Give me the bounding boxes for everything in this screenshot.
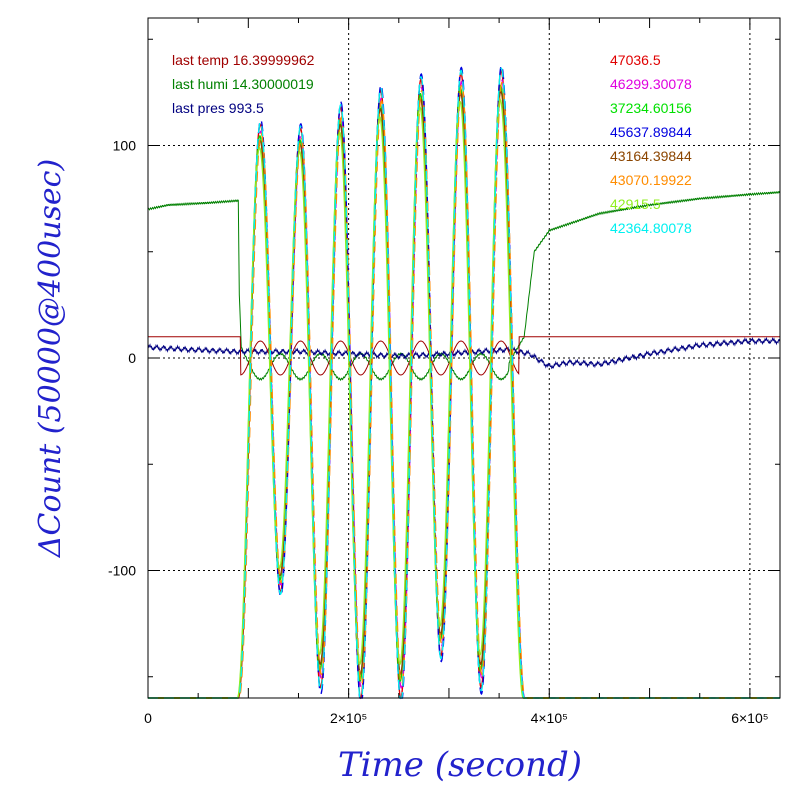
series-7 bbox=[148, 67, 780, 699]
series-6 bbox=[148, 98, 780, 699]
legend-right-item-4: 43164.39844 bbox=[610, 148, 692, 164]
legend-right-item-0: 47036.5 bbox=[610, 52, 661, 68]
y-tick-label-1: 0 bbox=[128, 350, 136, 366]
legend-left-item-0: last temp 16.39999962 bbox=[172, 52, 315, 68]
y-tick-label-0: 100 bbox=[113, 138, 137, 154]
legend-right-item-7: 42364.80078 bbox=[610, 220, 692, 236]
x-axis-title: Time (second) bbox=[338, 745, 582, 785]
x-tick-label-2: 4×10⁵ bbox=[531, 710, 568, 726]
legend-right-item-2: 37234.60156 bbox=[610, 100, 692, 116]
legend-left: last temp 16.39999962 last humi 14.300000… bbox=[172, 52, 315, 116]
legend-right-item-5: 43070.19922 bbox=[610, 172, 692, 188]
y-tick-label-2: -100 bbox=[108, 563, 136, 579]
x-tick-label-0: 0 bbox=[144, 710, 152, 726]
legend-right-item-3: 45637.89844 bbox=[610, 124, 692, 140]
legend-left-item-2: last pres 993.5 bbox=[172, 100, 264, 116]
legend-right: 47036.5 46299.30078 37234.60156 45637.89844… bbox=[610, 52, 692, 236]
legend-right-item-1: 46299.30078 bbox=[610, 76, 692, 92]
legend-right-item-6: 42915.5 bbox=[610, 196, 661, 212]
series-temperature bbox=[148, 336, 780, 376]
legend-left-item-1: last humi 14.30000019 bbox=[172, 76, 314, 92]
x-tick-label-3: 6×10⁵ bbox=[731, 710, 768, 726]
x-tick-label-1: 2×10⁵ bbox=[330, 710, 367, 726]
ticks: 0 2×10⁵ 4×10⁵ 6×10⁵ 100 0 -100 bbox=[108, 18, 780, 726]
y-axis-title: ΔCount (50000@400usec) bbox=[33, 159, 68, 558]
series-humidity bbox=[147, 190, 781, 382]
